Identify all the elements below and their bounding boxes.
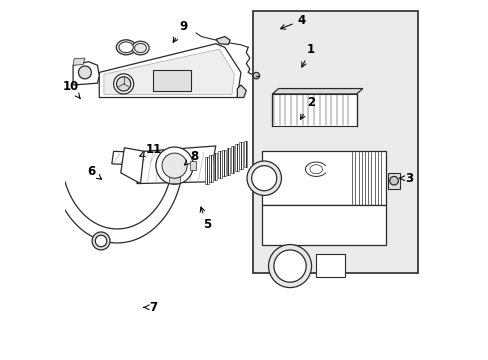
Circle shape: [95, 235, 106, 247]
Bar: [153, 69, 190, 91]
Polygon shape: [112, 151, 160, 166]
Circle shape: [162, 153, 187, 178]
Circle shape: [78, 66, 91, 79]
Bar: [230, 146, 234, 173]
Bar: [218, 151, 221, 178]
Bar: [253, 12, 418, 273]
Circle shape: [116, 77, 131, 91]
Circle shape: [92, 232, 110, 250]
Circle shape: [246, 161, 281, 195]
Ellipse shape: [134, 43, 146, 53]
Text: 11: 11: [140, 143, 162, 156]
Text: 5: 5: [200, 207, 210, 231]
Bar: [272, 94, 356, 126]
Circle shape: [251, 166, 276, 191]
Ellipse shape: [132, 41, 149, 55]
Text: 6: 6: [87, 165, 102, 179]
Polygon shape: [272, 89, 362, 94]
Bar: [235, 144, 238, 171]
Polygon shape: [169, 177, 180, 184]
Bar: [209, 155, 212, 182]
Circle shape: [253, 72, 259, 79]
Polygon shape: [73, 58, 85, 65]
Polygon shape: [99, 44, 241, 98]
Text: 1: 1: [301, 42, 314, 67]
Polygon shape: [121, 148, 144, 184]
Bar: [222, 149, 225, 176]
Polygon shape: [237, 85, 246, 98]
Bar: [239, 142, 243, 169]
Text: 4: 4: [280, 14, 305, 29]
Ellipse shape: [119, 42, 133, 53]
Bar: [226, 148, 230, 175]
Circle shape: [156, 147, 193, 184]
Bar: [213, 153, 217, 180]
Polygon shape: [73, 62, 99, 85]
Polygon shape: [104, 49, 234, 95]
Bar: [190, 161, 196, 170]
Polygon shape: [261, 205, 386, 244]
Text: 9: 9: [173, 20, 187, 42]
Circle shape: [268, 244, 311, 288]
Circle shape: [273, 250, 305, 282]
Text: 10: 10: [62, 80, 80, 98]
Circle shape: [113, 74, 133, 94]
Ellipse shape: [116, 40, 136, 55]
Polygon shape: [55, 169, 182, 243]
Polygon shape: [137, 146, 215, 184]
Bar: [204, 157, 208, 184]
Text: 3: 3: [399, 172, 413, 185]
Text: 2: 2: [300, 96, 314, 119]
Circle shape: [389, 176, 398, 185]
Bar: [316, 253, 344, 277]
Text: 7: 7: [143, 301, 157, 314]
Text: 8: 8: [184, 150, 198, 165]
Polygon shape: [387, 173, 400, 189]
Polygon shape: [261, 151, 386, 205]
Bar: [244, 140, 247, 167]
Polygon shape: [215, 37, 230, 44]
